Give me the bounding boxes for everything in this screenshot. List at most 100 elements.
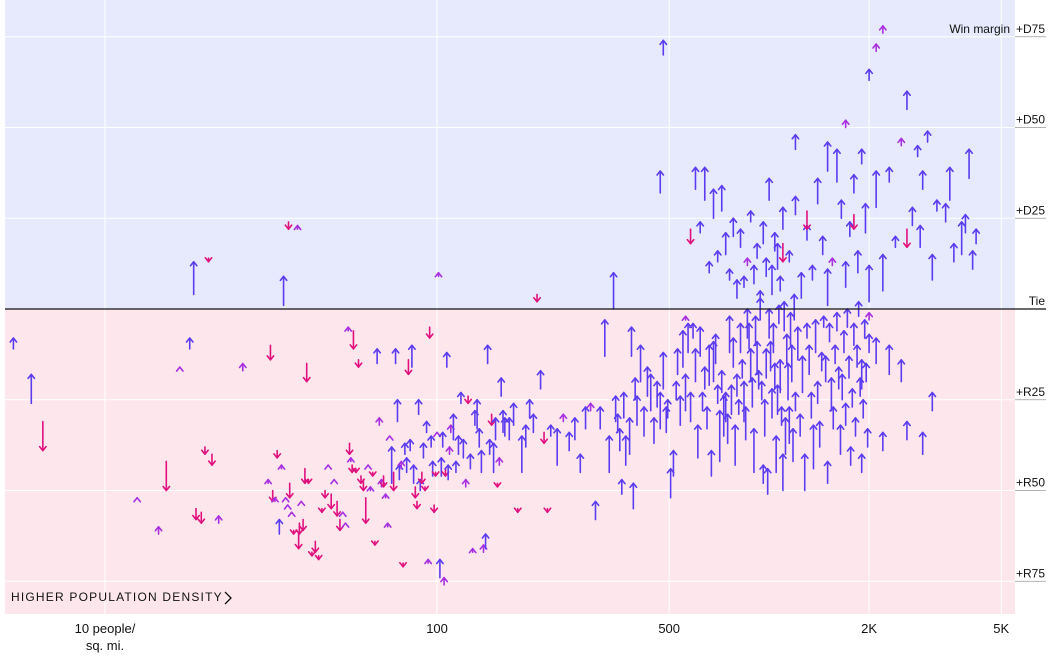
arrow-toward-rep [289,529,298,535]
arrow-head [853,250,862,256]
arrow-head [736,322,745,329]
arrow-head [759,221,768,227]
arrow-head [800,453,809,459]
arrow-toward-rep [351,467,360,474]
x-tick-label: 5K [993,621,1009,636]
arrow-toward-dem [878,253,887,292]
arrow-head [611,395,620,401]
arrow-toward-dem [918,431,927,456]
arrow-toward-dem [825,322,834,343]
arrow-head [491,417,500,423]
arrow-toward-dem [636,344,645,383]
arrow-head [689,322,698,329]
arrow-toward-rep [389,471,398,492]
arrow-head [559,413,568,420]
arrow-toward-dem [862,362,871,383]
arrow-toward-dem [770,362,779,390]
arrow-toward-dem [872,170,881,209]
arrow-toward-dem [725,315,734,354]
arrow-head [863,427,872,434]
arrow-head [815,420,824,427]
arrow-toward-dem [656,170,665,194]
arrow-toward-dem [715,409,724,463]
arrow-head [757,380,766,387]
arrow-head [264,478,273,485]
arrow-toward-dem [902,90,911,111]
arrow-toward-dem [409,464,418,485]
arrow-head [649,417,658,423]
arrow-toward-dem [546,424,555,437]
arrow-toward-rep [902,228,911,249]
arrow-head [818,235,827,242]
arrow-head [673,348,682,354]
arrow-head [381,493,390,499]
arrow-toward-dem [813,177,822,205]
arrow-head [774,304,783,311]
arrow-head [317,507,326,514]
arrow-toward-dem [536,369,545,390]
arrow-toward-rep [686,228,695,245]
arrow-head [361,518,370,524]
arrow-head [581,406,590,412]
arrow-head [370,540,379,546]
arrow-toward-rep [333,500,342,517]
arrow-head [836,424,845,430]
arrow-head [442,351,451,358]
arrow-toward-dem [797,271,806,299]
arrow-toward-dem [807,391,816,419]
arrow-head [823,141,832,147]
arrow-toward-dem [440,576,449,586]
arrow-toward-dem [691,166,700,191]
arrow-head [785,250,794,256]
arrow-toward-dem [485,438,494,456]
arrow-toward-dem [393,398,402,423]
arrow-head [513,507,522,514]
arrow-head [330,478,339,485]
arrow-head [902,90,911,96]
arrow-toward-dem [759,221,768,245]
arrow-toward-dem [853,344,862,368]
arrow-head [412,503,421,510]
arrow-toward-dem [872,43,881,53]
arrow-head [238,362,247,369]
arrow-head [705,261,714,267]
arrow-toward-dem [517,435,526,474]
arrow-head [715,409,724,416]
arrow-toward-rep [162,460,171,492]
arrow-toward-rep [349,329,358,350]
arrow-toward-dem [859,398,868,419]
arrow-head [872,43,881,49]
arrow-toward-dem [341,522,350,528]
arrow-head [691,166,700,173]
arrow-toward-dem [461,478,470,488]
arrow-toward-dem [731,424,740,466]
arrow-head [872,337,881,343]
arrow-toward-dem [778,206,787,230]
arrow-toward-dem [495,457,504,466]
arrow-toward-dem [796,413,805,437]
arrow-head [897,359,906,365]
arrow-head [827,377,836,383]
arrow-head [609,271,618,278]
arrow-toward-dem [765,177,774,201]
arrow-head [902,420,911,427]
arrow-toward-dem [741,406,750,441]
arrow-toward-dem [732,279,741,299]
arrow-head [770,362,779,369]
arrow-head [928,253,937,260]
arrow-toward-dem [473,398,482,430]
arrow-head [767,264,776,271]
arrow-toward-dem [897,137,906,147]
arrow-toward-dem [491,417,500,441]
arrow-head [605,435,614,441]
arrow-head [769,322,778,329]
arrow-toward-dem [865,264,874,303]
arrow-toward-dem [781,417,790,456]
arrow-head [753,242,762,249]
arrow-toward-dem [663,398,672,419]
arrow-toward-dem [885,344,894,376]
arrow-head [459,438,468,445]
arrow-toward-dem [711,333,720,365]
arrow-head [285,492,294,499]
arrow-head [746,348,755,354]
